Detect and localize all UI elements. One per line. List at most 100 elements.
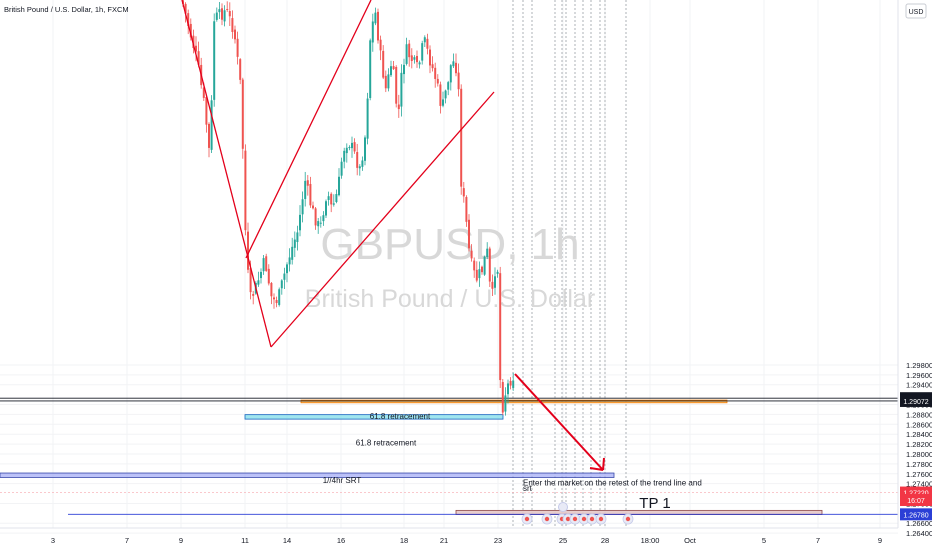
price-tag[interactable] [900,394,932,407]
zone-orange-resistance[interactable] [300,399,728,404]
price-tick-label: 1.28800 [906,410,932,419]
candle-body [447,82,450,90]
trend-line-up[interactable] [270,91,495,348]
candle-body [226,8,229,10]
candle-body [486,248,489,258]
candle-body [418,62,421,65]
candle-body [397,104,400,110]
candle-body [512,380,515,388]
candle-body [478,269,481,279]
candle-body [280,280,283,289]
candle-body [223,10,226,22]
price-tick-label: 1.28600 [906,420,932,429]
event-flag-icon[interactable] [558,502,568,512]
candle-body [338,176,340,196]
time-tick-label: 14 [283,536,291,545]
candle-body [457,72,460,90]
price-tag-label[interactable]: 1.29072 [903,399,928,406]
time-tick-label: 9 [878,536,882,545]
candle-body [488,248,491,282]
time-tick-label: 11 [241,536,249,545]
candle-body [439,84,442,106]
time-tick-label: 5 [762,536,766,545]
candle-body [387,74,390,89]
annotation-text[interactable]: 1//4hr SRT [323,476,362,485]
annotation-text[interactable]: Enter the market on the retest of the tr… [523,479,702,488]
candle-body [187,13,190,27]
annotations[interactable]: 61.8 retracement 61.8 retracement 1//4hr S… [323,412,702,512]
event-icons[interactable] [521,502,634,525]
candle-body [416,55,418,63]
candle-body [252,293,255,296]
arrowhead[interactable] [589,457,605,471]
zone-1-4hr-srt[interactable] [0,472,615,478]
candle-body [369,40,372,98]
candle-body [273,297,275,300]
time-tick-label: 9 [179,536,183,545]
candle-body [301,199,304,215]
channel-line-up[interactable] [245,0,372,259]
candle-body [283,273,286,280]
annotation-text[interactable]: 61.8 retracement [370,412,431,421]
price-tick-label: 1.28200 [906,440,932,449]
candle-body [392,66,395,70]
candle-body [265,256,268,271]
candle-body [330,193,333,205]
candle-body [296,232,299,243]
event-flag-dot [598,516,604,522]
zone-61.8-retracement[interactable] [244,414,504,420]
price-tag[interactable] [900,508,932,521]
time-tick-label: 18:00 [641,536,660,545]
watermark-name: British Pound / U.S. Dollar [305,285,595,313]
candle-body [309,183,312,206]
price-tag-label[interactable]: 1.26780 [903,512,928,519]
time-tick-label: 16 [337,536,345,545]
candle-body [470,250,473,259]
candle-body [215,12,218,20]
candle-body [371,21,374,43]
trend-line-down[interactable] [181,0,272,348]
time-axis[interactable]: 3 7 9 11 14 16 18 21 23 25 28 18:00 Oct 5 7 9 [0,527,898,545]
price-tag[interactable] [900,493,932,506]
candle-body [481,266,483,273]
candle-body [374,12,377,24]
time-tick-label: 28 [601,536,609,545]
event-flag-dot [565,516,571,522]
drawings[interactable] [181,0,605,471]
currency-badge[interactable]: USD [909,9,924,16]
candle-body [343,150,346,162]
time-tick-label: 7 [816,536,820,545]
horizontal-lines[interactable] [0,397,898,515]
price-tick-label: 1.28400 [906,430,932,439]
price-axis[interactable]: 1.298001.296001.294001.290001.288001.286… [897,0,932,538]
candle-body [189,23,192,38]
candle-body [436,78,439,84]
zones[interactable] [0,399,823,515]
candle-body [184,3,187,14]
candle-body [335,194,338,203]
candle-body [465,197,468,222]
candle-body [449,65,452,83]
candle-body [221,8,223,20]
time-tick-label: 7 [125,536,129,545]
price-tag-label[interactable]: 16:07 [907,498,925,505]
price-tick-label: 1.29800 [906,361,932,370]
event-flag-dot [544,516,550,522]
candle-body [496,271,499,274]
candle-body [426,38,429,49]
candles [182,0,515,416]
projection-arrow[interactable] [514,373,604,471]
candle-body [257,280,260,285]
candle-body [504,395,507,412]
annotation-text[interactable]: srt [523,484,533,493]
time-tick-label: 23 [494,536,502,545]
time-tick-label: 18 [400,536,408,545]
candle-body [400,72,403,107]
annotation-text[interactable]: TP 1 [639,495,670,512]
annotation-text[interactable]: 61.8 retracement [356,439,417,448]
event-flag-dot [581,516,587,522]
candle-body [345,147,348,154]
candle-body [429,49,431,66]
currency-badge-box[interactable] [905,3,927,19]
